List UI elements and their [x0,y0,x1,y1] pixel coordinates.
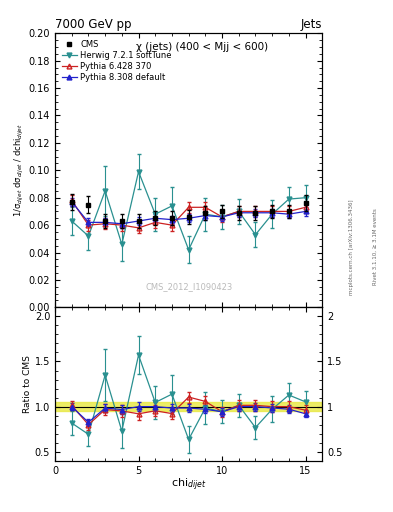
Y-axis label: Ratio to CMS: Ratio to CMS [23,355,32,413]
Text: χ (jets) (400 < Mjj < 600): χ (jets) (400 < Mjj < 600) [136,41,268,52]
Bar [55,402,322,411]
Y-axis label: 1/σ$_{dijet}$ dσ$_{dijet}$ / dchi$_{dijet}$: 1/σ$_{dijet}$ dσ$_{dijet}$ / dchi$_{dije… [13,123,26,217]
Text: Rivet 3.1.10, ≥ 3.1M events: Rivet 3.1.10, ≥ 3.1M events [373,209,378,285]
Text: mcplots.cern.ch [arXiv:1306.3436]: mcplots.cern.ch [arXiv:1306.3436] [349,199,354,295]
Legend: CMS, Herwig 7.2.1 softTune, Pythia 6.428 370, Pythia 8.308 default: CMS, Herwig 7.2.1 softTune, Pythia 6.428… [59,37,174,84]
Text: Jets: Jets [301,18,322,31]
Text: 7000 GeV pp: 7000 GeV pp [55,18,132,31]
X-axis label: chi$_{dijet}$: chi$_{dijet}$ [171,477,206,494]
Text: CMS_2012_I1090423: CMS_2012_I1090423 [145,282,232,291]
